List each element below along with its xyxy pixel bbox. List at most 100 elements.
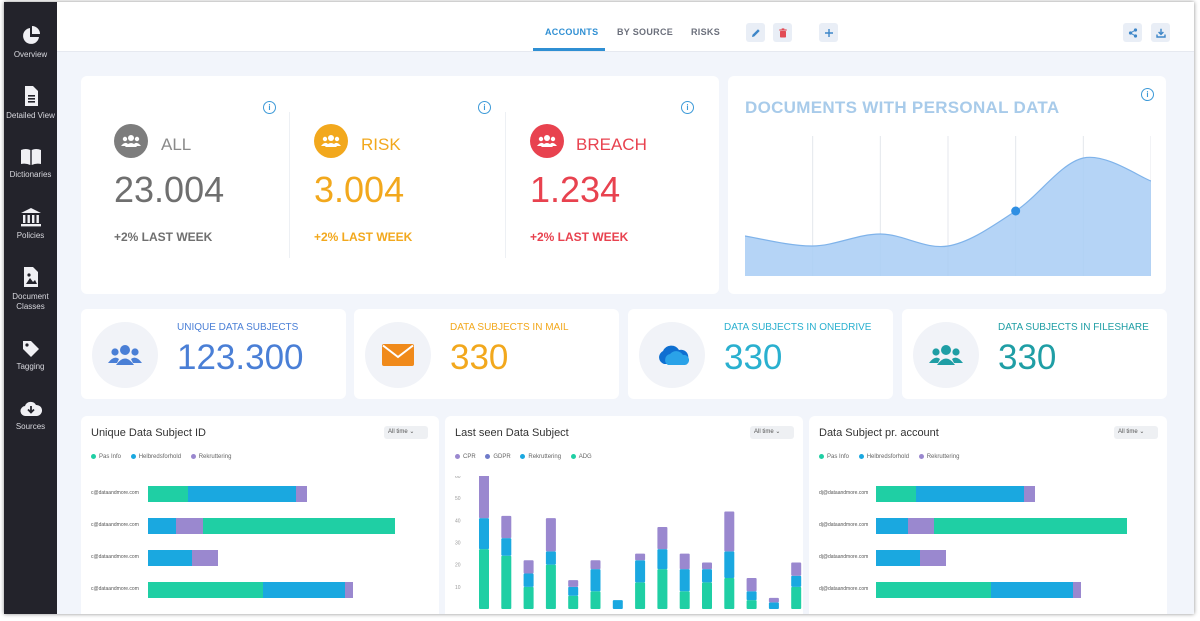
add-icon [824,28,833,37]
bar-segment [296,486,307,502]
divider [289,112,290,258]
document-icon [24,86,38,106]
bar-segment [791,575,802,587]
risk-stats-card: i i i ALL 23.004 +2% LAST WEEK RISK 3.00… [81,76,719,294]
ds-label: DATA SUBJECTS IN FILESHARE [998,322,1149,333]
bar-label: c@dataandmore.com [91,522,139,528]
bar-segment [523,560,534,574]
ds-value: 123.300 [177,338,304,377]
group-icon [314,124,348,158]
stat-value-breach: 1.234 [530,169,621,210]
bar-row: c@dataandmore.com [81,486,421,502]
bar-segment [590,560,601,570]
delete-button[interactable] [773,23,792,42]
area-chart [745,136,1151,276]
panel-title: Data Subject pr. account [819,427,939,439]
bar-label: dj@dataandmore.com [819,554,869,560]
bar-segment [148,518,176,534]
sidebar-item-document-classes[interactable]: Document Classes [4,266,57,312]
bank-icon [20,208,41,227]
info-icon[interactable]: i [1141,88,1154,101]
top-bar: ACCOUNTS BY SOURCE RISKS [57,2,1194,52]
bar-segment [876,486,916,502]
sidebar-item-detailed-view[interactable]: Detailed View [4,85,57,121]
ds-value: 330 [998,338,1057,377]
sidebar-item-sources[interactable]: Sources [4,400,57,432]
tab-accounts[interactable]: ACCOUNTS [545,27,599,37]
bar-segment [991,582,1073,598]
bar-segment [702,582,712,609]
y-tick-label: 30 [455,541,461,547]
bar-segment [876,582,991,598]
stat-value-risk: 3.004 [314,169,405,210]
download-icon [1155,28,1166,38]
bar-row: dj@dataandmore.com [809,582,1149,598]
sidebar-item-label: Dictionaries [9,170,52,179]
bar-row: c@dataandmore.com [81,518,421,534]
legend-item: GDPR [485,454,511,460]
sidebar: Overview Detailed View Dictionaries Poli… [4,2,57,614]
mail-icon [365,322,431,388]
y-tick-label: 40 [455,518,461,524]
bar-label: c@dataandmore.com [91,554,139,560]
bar-segment [908,518,934,534]
sidebar-item-overview[interactable]: Overview [4,26,57,60]
time-range-dropdown[interactable]: All time ⌄ [1114,426,1158,439]
time-range-dropdown[interactable]: All time ⌄ [750,426,794,439]
info-icon[interactable]: i [263,101,276,114]
bar-segment [746,591,757,601]
share-button[interactable] [1123,23,1142,42]
sidebar-item-label: Sources [15,422,46,431]
time-range-dropdown[interactable]: All time ⌄ [384,426,428,439]
legend-item: ADG [570,454,592,460]
sidebar-item-tagging[interactable]: Tagging [4,340,57,372]
bar-row: dj@dataandmore.com [809,486,1149,502]
bar-segment [791,562,802,576]
bar-segment [568,595,579,609]
sidebar-item-label: Tagging [16,362,45,371]
info-icon[interactable]: i [681,101,694,114]
legend-item: CPR [455,454,476,460]
y-tick-label: 20 [455,563,461,569]
area-series [745,157,1151,276]
info-icon[interactable]: i [478,101,491,114]
active-tab-indicator [533,48,605,51]
bar-segment [263,582,345,598]
bar-segment [679,553,690,570]
bar-segment [679,569,690,592]
bar-label: dj@dataandmore.com [819,522,869,528]
sidebar-item-label: Overview [13,50,48,59]
download-button[interactable] [1151,23,1170,42]
bar-segment [635,560,646,583]
bar-label: c@dataandmore.com [91,490,139,496]
tab-risks[interactable]: RISKS [691,27,721,37]
y-tick-label: 60 [455,476,461,480]
unique-data-subjects-card: UNIQUE DATA SUBJECTS 123.300 [81,309,346,399]
edit-button[interactable] [746,23,765,42]
personal-data-chart-card: DOCUMENTS WITH PERSONAL DATA i [728,76,1166,294]
legend-item: Rekruttering [520,454,561,460]
stat-delta-all: +2% LAST WEEK [114,230,213,244]
sidebar-item-dictionaries[interactable]: Dictionaries [4,148,57,180]
add-button[interactable] [819,23,838,42]
legend-item: Rekruttering [190,454,231,460]
pie-chart-icon [22,26,40,44]
bar-segment [657,569,668,609]
bar-segment [702,569,712,583]
bar-segment [479,518,489,550]
bar-segment [176,518,203,534]
fileshare-data-subjects-card: DATA SUBJECTS IN FILESHARE 330 [902,309,1167,399]
bar-segment [916,486,1024,502]
ds-label: DATA SUBJECTS IN ONEDRIVE [724,322,872,333]
bar-segment [501,555,512,609]
share-icon [1128,27,1137,38]
stat-value-all: 23.004 [114,169,225,210]
sidebar-item-policies[interactable]: Policies [4,207,57,241]
bar-row: dj@dataandmore.com [809,518,1149,534]
time-range-value: All time [388,429,408,435]
legend-item: Helbredsforhold [858,454,909,460]
tab-by-source[interactable]: BY SOURCE [617,27,674,37]
ds-value: 330 [450,338,509,377]
ds-value: 330 [724,338,783,377]
bar-segment [148,550,192,566]
